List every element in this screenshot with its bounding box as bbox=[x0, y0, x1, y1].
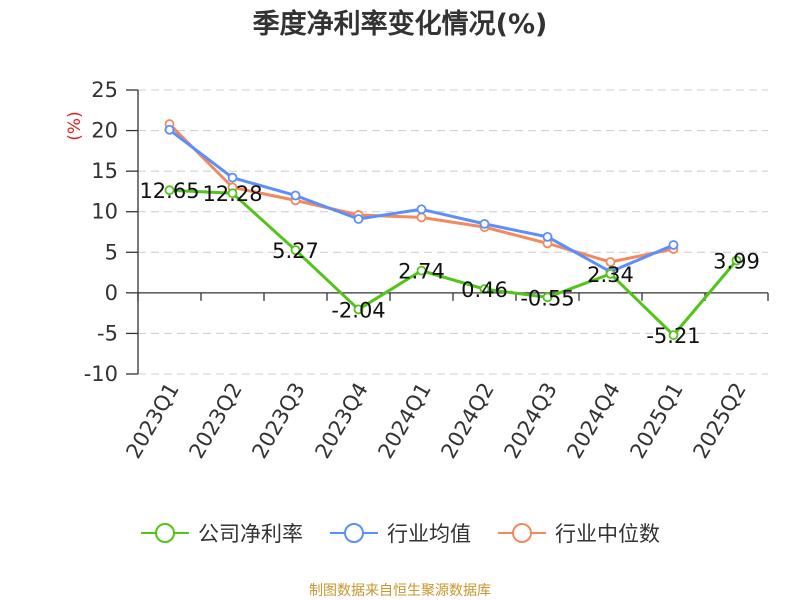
data-point bbox=[290, 190, 301, 201]
data-label: -0.55 bbox=[520, 286, 574, 310]
x-tick-label: 2023Q4 bbox=[310, 379, 372, 463]
y-tick-label: 10 bbox=[91, 200, 118, 224]
data-point bbox=[416, 212, 427, 223]
data-point bbox=[227, 188, 238, 199]
series-lines bbox=[164, 119, 742, 341]
data-point bbox=[353, 214, 364, 224]
data-label: -2.04 bbox=[331, 298, 385, 322]
data-point bbox=[668, 330, 679, 341]
data-label: 0.46 bbox=[461, 278, 508, 302]
data-label: 3.99 bbox=[713, 249, 760, 273]
data-point bbox=[164, 185, 175, 196]
grid-lines bbox=[138, 89, 768, 375]
legend-label: 行业均值 bbox=[387, 522, 471, 546]
data-point bbox=[290, 245, 301, 255]
data-label: 5.27 bbox=[272, 239, 319, 263]
x-tick-label: 2025Q1 bbox=[625, 379, 687, 463]
x-tick-label: 2025Q2 bbox=[688, 379, 750, 463]
data-label: 12.65 bbox=[139, 179, 199, 203]
y-tick-label: 20 bbox=[91, 119, 118, 143]
legend-item[interactable]: 行业中位数 bbox=[497, 518, 660, 548]
data-point bbox=[731, 255, 742, 266]
y-tick-label: -10 bbox=[84, 362, 118, 386]
data-point bbox=[164, 124, 175, 135]
data-label: 2.34 bbox=[587, 263, 634, 287]
x-tick-label: 2023Q1 bbox=[121, 379, 183, 463]
data-point bbox=[668, 240, 679, 250]
data-point bbox=[416, 204, 427, 215]
y-tick-label: 15 bbox=[91, 159, 118, 183]
y-tick-label: 5 bbox=[105, 240, 118, 264]
legend: 公司净利率 行业均值 行业中位数 bbox=[0, 518, 800, 548]
source-note: 制图数据来自恒生聚源数据库 bbox=[309, 583, 491, 599]
data-point bbox=[605, 257, 616, 267]
legend-item[interactable]: 行业均值 bbox=[329, 518, 471, 548]
data-labels: 12.65 12.28 5.27 -2.04 2.74 0.46 -0.55 2.34 -5.2… bbox=[139, 179, 759, 348]
x-tick-label: 2024Q4 bbox=[562, 379, 624, 463]
x-tick-label: 2024Q1 bbox=[373, 379, 435, 463]
y-tick-label: -5 bbox=[97, 321, 118, 345]
x-tick-label: 2024Q3 bbox=[499, 379, 561, 463]
legend-label: 行业中位数 bbox=[555, 522, 660, 546]
data-point bbox=[353, 304, 364, 315]
y-axis-label: (%) bbox=[65, 111, 85, 140]
data-point bbox=[227, 172, 238, 183]
legend-marker bbox=[141, 523, 189, 543]
y-tick-label: 0 bbox=[105, 281, 118, 305]
legend-marker bbox=[498, 523, 546, 543]
data-point bbox=[605, 268, 616, 279]
series-line bbox=[169, 188, 738, 337]
data-point bbox=[479, 284, 490, 295]
data-point bbox=[542, 231, 553, 242]
x-tick-label: 2023Q3 bbox=[247, 379, 309, 463]
data-point bbox=[479, 218, 490, 229]
data-label: 2.74 bbox=[398, 260, 445, 284]
data-label: -5.21 bbox=[646, 324, 700, 348]
chart-title: 季度净利率变化情况(%) bbox=[253, 8, 548, 40]
legend-marker bbox=[330, 523, 378, 543]
legend-item[interactable]: 公司净利率 bbox=[140, 518, 303, 548]
y-tick-label: 25 bbox=[91, 78, 118, 102]
data-point bbox=[542, 292, 553, 303]
legend-label: 公司净利率 bbox=[198, 522, 303, 546]
data-point bbox=[416, 265, 427, 276]
x-tick-label: 2023Q2 bbox=[184, 379, 246, 463]
data-label: 12.28 bbox=[202, 182, 262, 206]
x-tick-label: 2024Q2 bbox=[436, 379, 498, 463]
